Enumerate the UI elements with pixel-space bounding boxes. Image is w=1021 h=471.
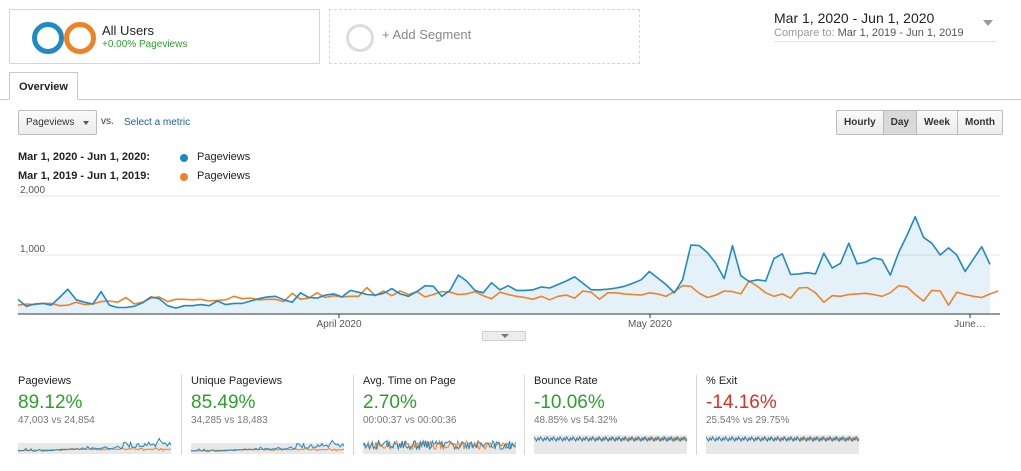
metric-dropdown-value: Pageviews (26, 117, 75, 128)
granularity-month-button[interactable]: Month (957, 111, 1002, 134)
sparkline-current (363, 439, 516, 451)
tab-bar: Overview (0, 72, 1021, 100)
scorecard-avg-time-on-page[interactable]: Avg. Time on Page 2.70% 00:00:37 vs 00:00:… (353, 375, 525, 455)
sparkline-current (191, 439, 344, 452)
series-line-current (17, 215, 991, 309)
scorecard-change: 2.70% (363, 392, 417, 413)
sparkline-current (706, 435, 859, 443)
granularity-toggle: Hourly Day Week Month (836, 110, 1003, 135)
segment-subtitle: +0.00% Pageviews (102, 39, 188, 50)
scorecard-comparison: 00:00:37 vs 00:00:36 (363, 415, 457, 426)
scorecard-exit[interactable]: % Exit -14.16% 25.54% vs 29.75% (696, 375, 868, 455)
segment-circle-blue-icon (32, 22, 64, 54)
scorecard-sparkline (706, 435, 859, 454)
scorecard-label: Avg. Time on Page (363, 375, 456, 387)
legend-range: Mar 1, 2020 - Jun 1, 2020: (18, 151, 151, 163)
x-tick-label: June… (954, 319, 986, 330)
sparkline-previous (191, 447, 344, 452)
legend-series-name: Pageviews (197, 151, 251, 163)
empty-segment-circle-icon (346, 24, 374, 52)
date-range-compare: Compare to: Mar 1, 2019 - Jun 1, 2019 (774, 27, 964, 39)
scorecard-comparison: 48.85% vs 54.32% (534, 415, 618, 426)
scorecard-sparkline (18, 437, 171, 454)
scorecard-sparkline (191, 439, 344, 454)
scorecard-label: % Exit (706, 375, 738, 387)
add-segment-label: + Add Segment (382, 27, 472, 42)
date-range-main: Mar 1, 2020 - Jun 1, 2020 (774, 10, 935, 26)
scorecard-change: -14.16% (706, 392, 777, 413)
sparkline-area (363, 443, 516, 454)
scorecard-change: -10.06% (534, 392, 605, 413)
legend-range: Mar 1, 2019 - Jun 1, 2019: (18, 170, 151, 182)
granularity-week-button[interactable]: Week (917, 111, 958, 134)
legend-dot-icon (180, 154, 188, 162)
x-tick-label: April 2020 (316, 319, 361, 330)
y-tick-label: 2,000 (20, 186, 45, 196)
compare-range: Mar 1, 2019 - Jun 1, 2019 (837, 27, 964, 39)
sparkline-previous (18, 446, 171, 452)
granularity-day-button[interactable]: Day (883, 111, 918, 134)
scorecard-comparison: 47,003 vs 24,854 (18, 415, 95, 426)
compare-prefix: Compare to: (774, 27, 835, 39)
legend-series-name: Pageviews (197, 170, 251, 182)
chart-expand-handle[interactable] (482, 331, 526, 341)
caret-down-icon (501, 334, 509, 338)
granularity-hourly-button[interactable]: Hourly (837, 111, 884, 134)
date-range-picker[interactable]: Mar 1, 2020 - Jun 1, 2020 Compare to: Ma… (774, 10, 996, 42)
x-tick-label: May 2020 (628, 319, 672, 330)
vs-label: vs. (101, 116, 114, 127)
pageviews-line-chart[interactable]: 2,000 1,000 April 2020 May 2020 June… (0, 186, 1021, 346)
scorecard-label: Unique Pageviews (191, 375, 283, 387)
scorecard-pageviews[interactable]: Pageviews 89.12% 47,003 vs 24,854 (9, 375, 181, 455)
series-line-previous (17, 280, 999, 307)
chevron-down-icon (983, 20, 993, 26)
scorecard-comparison: 25.54% vs 29.75% (706, 415, 790, 426)
segment-all-users[interactable]: All Users +0.00% Pageviews (9, 9, 320, 64)
select-metric-link[interactable]: Select a metric (124, 117, 191, 128)
segment-circle-orange-icon (64, 22, 96, 54)
sparkline-current (18, 437, 171, 452)
add-segment-button[interactable]: + Add Segment (329, 9, 640, 64)
scorecard-change: 85.49% (191, 392, 256, 413)
scorecard-comparison: 34,285 vs 18,483 (191, 415, 268, 426)
scorecard-sparkline (534, 435, 687, 454)
scorecard-label: Pageviews (18, 375, 72, 387)
tab-overview[interactable]: Overview (9, 72, 78, 100)
sparkline-current (534, 435, 687, 443)
segment-icon (32, 22, 96, 54)
y-tick-label: 1,000 (20, 244, 45, 255)
scorecard-sparkline (363, 439, 516, 454)
legend-dot-icon (180, 173, 188, 181)
metric-dropdown[interactable]: Pageviews (18, 110, 97, 135)
scorecard-label: Bounce Rate (534, 375, 598, 387)
segment-title: All Users (102, 23, 155, 38)
series-area-fill (18, 216, 990, 314)
scorecard-bounce-rate[interactable]: Bounce Rate -10.06% 48.85% vs 54.32% (524, 375, 696, 455)
scorecard-unique-pageviews[interactable]: Unique Pageviews 85.49% 34,285 vs 18,483 (181, 375, 353, 455)
scorecard-change: 89.12% (18, 392, 83, 413)
caret-down-icon (83, 121, 89, 125)
